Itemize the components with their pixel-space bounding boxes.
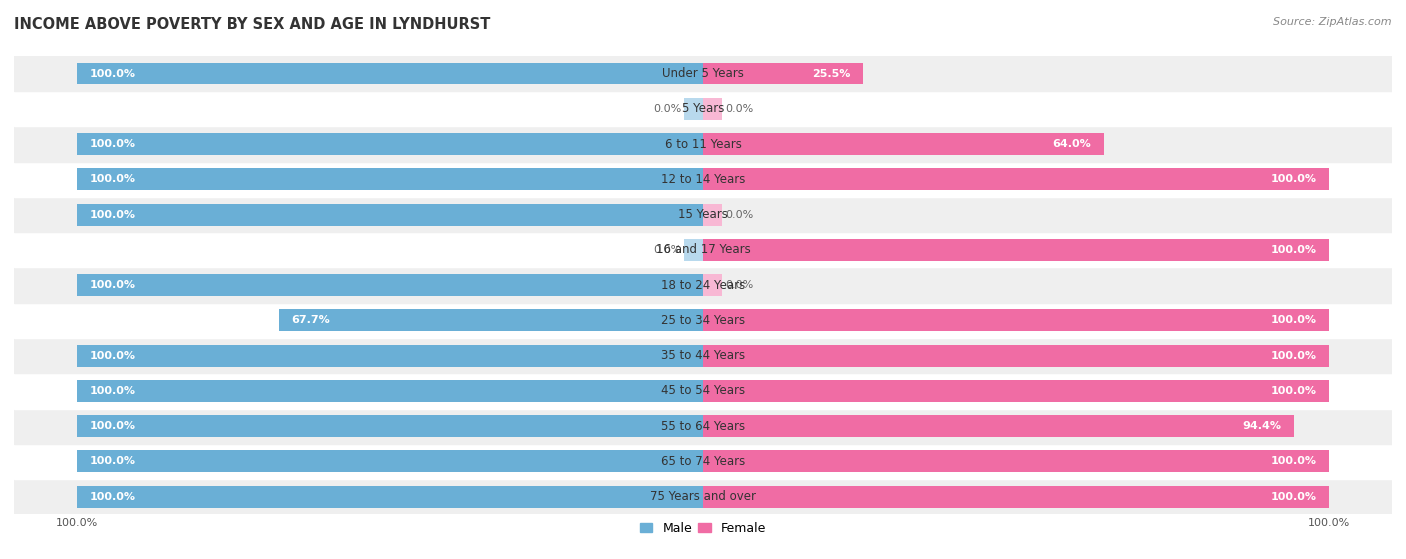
Text: 100.0%: 100.0% (1271, 386, 1317, 396)
Bar (703, 486, 1329, 508)
Bar (685, 239, 703, 260)
Text: 100.0%: 100.0% (1271, 492, 1317, 501)
Text: 65 to 74 Years: 65 to 74 Years (661, 455, 745, 468)
Bar (77, 63, 703, 84)
Text: 100.0%: 100.0% (89, 174, 135, 184)
Bar (703, 310, 1329, 331)
Text: INCOME ABOVE POVERTY BY SEX AND AGE IN LYNDHURST: INCOME ABOVE POVERTY BY SEX AND AGE IN L… (14, 17, 491, 32)
Bar (77, 274, 703, 296)
Text: 100.0%: 100.0% (89, 421, 135, 431)
Text: 6 to 11 Years: 6 to 11 Years (665, 138, 741, 150)
Text: 67.7%: 67.7% (291, 315, 330, 325)
Text: 0.0%: 0.0% (652, 104, 681, 114)
Text: 100.0%: 100.0% (1271, 315, 1317, 325)
Bar (703, 239, 1329, 260)
Text: 0.0%: 0.0% (652, 245, 681, 255)
Bar (278, 310, 703, 331)
Bar (77, 345, 703, 367)
Text: 100.0%: 100.0% (89, 139, 135, 149)
Text: 25.5%: 25.5% (811, 69, 851, 78)
Text: 18 to 24 Years: 18 to 24 Years (661, 278, 745, 292)
Bar (14, 479, 1392, 514)
Text: 15 Years: 15 Years (678, 208, 728, 221)
Bar (77, 451, 703, 472)
Bar (703, 415, 1295, 437)
Text: 25 to 34 Years: 25 to 34 Years (661, 314, 745, 327)
Bar (14, 303, 1392, 338)
Text: 12 to 14 Years: 12 to 14 Years (661, 173, 745, 186)
Text: 55 to 64 Years: 55 to 64 Years (661, 420, 745, 433)
Text: 94.4%: 94.4% (1243, 421, 1282, 431)
Bar (703, 345, 1329, 367)
Bar (703, 203, 721, 225)
Text: 5 Years: 5 Years (682, 102, 724, 115)
Text: 64.0%: 64.0% (1053, 139, 1091, 149)
Text: 0.0%: 0.0% (725, 210, 754, 220)
Bar (14, 56, 1392, 91)
Bar (14, 126, 1392, 162)
Bar (703, 98, 721, 120)
Text: 16 and 17 Years: 16 and 17 Years (655, 243, 751, 257)
Bar (77, 415, 703, 437)
Bar (77, 486, 703, 508)
Text: 35 to 44 Years: 35 to 44 Years (661, 349, 745, 362)
Bar (14, 409, 1392, 444)
Text: 100.0%: 100.0% (89, 280, 135, 290)
Bar (703, 451, 1329, 472)
Text: 100.0%: 100.0% (89, 456, 135, 466)
Bar (14, 373, 1392, 409)
Bar (14, 162, 1392, 197)
Text: 0.0%: 0.0% (725, 280, 754, 290)
Text: 100.0%: 100.0% (89, 350, 135, 361)
Text: 100.0%: 100.0% (1271, 245, 1317, 255)
Text: 45 to 54 Years: 45 to 54 Years (661, 385, 745, 397)
Text: 0.0%: 0.0% (725, 104, 754, 114)
Bar (14, 197, 1392, 232)
Bar (77, 203, 703, 225)
Bar (703, 133, 1104, 155)
Text: 100.0%: 100.0% (1271, 174, 1317, 184)
Text: 100.0%: 100.0% (1271, 350, 1317, 361)
Text: Source: ZipAtlas.com: Source: ZipAtlas.com (1274, 17, 1392, 27)
Bar (703, 63, 863, 84)
Bar (703, 168, 1329, 190)
Legend: Male, Female: Male, Female (636, 517, 770, 540)
Text: 100.0%: 100.0% (89, 210, 135, 220)
Bar (703, 274, 721, 296)
Bar (703, 380, 1329, 402)
Bar (14, 338, 1392, 373)
Bar (685, 98, 703, 120)
Text: 100.0%: 100.0% (1271, 456, 1317, 466)
Bar (14, 267, 1392, 303)
Text: 75 Years and over: 75 Years and over (650, 490, 756, 503)
Bar (14, 444, 1392, 479)
Text: 100.0%: 100.0% (89, 69, 135, 78)
Bar (14, 232, 1392, 267)
Text: 100.0%: 100.0% (89, 492, 135, 501)
Bar (14, 91, 1392, 126)
Bar (77, 168, 703, 190)
Text: Under 5 Years: Under 5 Years (662, 67, 744, 80)
Text: 100.0%: 100.0% (89, 386, 135, 396)
Bar (77, 380, 703, 402)
Bar (77, 133, 703, 155)
